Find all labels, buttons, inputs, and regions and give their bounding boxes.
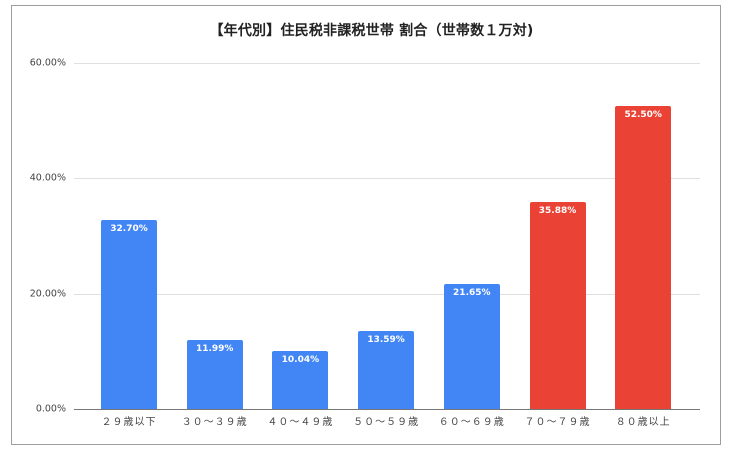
- y-tick-label: 60.00%: [29, 57, 66, 69]
- bar-value-label: 52.50%: [624, 110, 662, 121]
- bar: 13.59%: [358, 330, 415, 409]
- x-tick-label: ４０～４９歳: [267, 417, 334, 428]
- bar-value-label: 10.04%: [281, 355, 320, 366]
- bar: 11.99%: [186, 339, 243, 409]
- bar: 10.04%: [272, 351, 329, 409]
- bar-value-label: 13.59%: [367, 334, 405, 345]
- bar: 32.70%: [101, 220, 157, 409]
- chart-title: 【年代別】住民税非課税世帯 割合（世帯数１万対): [209, 23, 534, 39]
- x-axis-line: [74, 409, 700, 410]
- x-tick-label: ２９歳以下: [101, 417, 157, 428]
- gridline: [74, 63, 700, 64]
- x-tick-label: ５０～５９歳: [353, 417, 420, 428]
- y-tick-label: 40.00%: [29, 172, 66, 184]
- x-tick-label: ６０～６９歳: [438, 417, 505, 428]
- bar-value-label: 35.88%: [538, 206, 577, 217]
- gridline: [74, 293, 700, 295]
- x-tick-label: ３０～３９歳: [181, 417, 248, 428]
- bar: 21.65%: [443, 284, 500, 409]
- x-tick-label: ７０～７９歳: [524, 417, 591, 428]
- y-tick-label: 20.00%: [29, 288, 66, 300]
- bar: 52.50%: [615, 106, 672, 409]
- bar-value-label: 21.65%: [453, 288, 491, 299]
- bar: 35.88%: [529, 202, 586, 409]
- gridline: [74, 178, 700, 180]
- x-tick-label: ８０歳以上: [615, 417, 671, 428]
- bar-value-label: 32.70%: [110, 224, 148, 235]
- y-tick-label: 0.00%: [35, 403, 66, 415]
- bar-value-label: 11.99%: [195, 343, 234, 354]
